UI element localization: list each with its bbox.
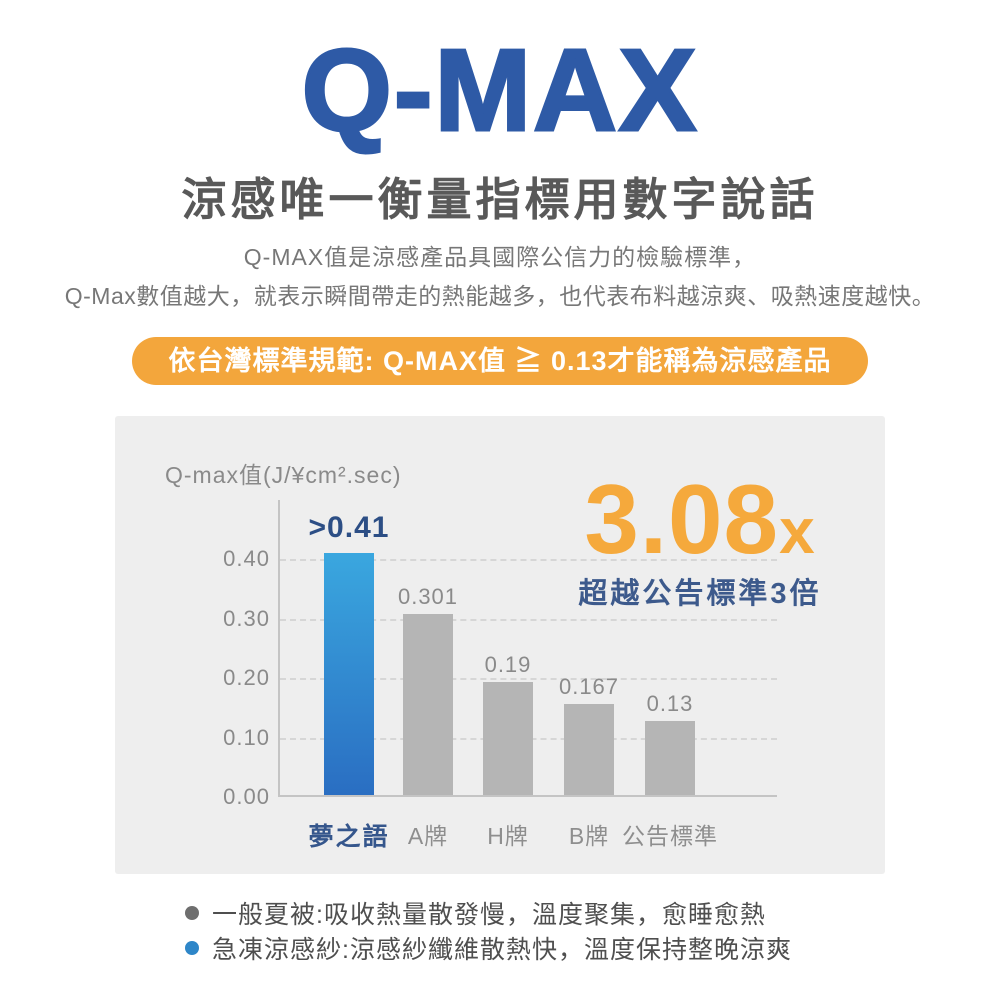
x-axis-label-夢之語: 夢之語 (308, 823, 390, 851)
x-axis-label-A牌: A牌 (407, 823, 449, 849)
x-axis-label-公告標準: 公告標準 (622, 823, 718, 849)
gridline-0.20 (280, 678, 777, 681)
x-axis-label-B牌: B牌 (568, 823, 610, 849)
legend-dot-icon (185, 906, 199, 920)
multiplier-caption: 超越公告標準3倍 (578, 578, 822, 611)
gridline-0.40 (280, 559, 777, 562)
x-axis-label-H牌: H牌 (487, 823, 529, 849)
page-title: 涼感唯一衡量指標用數字說話 (181, 174, 819, 225)
bar-夢之語 (324, 552, 374, 795)
gridline-0.30 (280, 618, 777, 621)
y-tick-label: 0.20 (223, 665, 270, 691)
bar-value-label: >0.41 (308, 510, 390, 544)
legend-item-text: 一般夏被:吸收熱量散發慢，溫度聚集，愈睡愈熱 (212, 901, 766, 929)
y-axis-unit-label: Q-max值(J/¥cm².sec) (165, 462, 402, 488)
multiplier-annotation: 3.08x 超越公告標準3倍 (545, 464, 855, 612)
y-tick-label: 0.00 (223, 784, 270, 809)
taiwan-standard-badge: 依台灣標準規範: Q-MAX值 ≧ 0.13才能稱為涼感產品 (132, 337, 868, 385)
legend-item-text: 急凍涼感紗:涼感紗纖維散熱快，溫度保持整晚涼爽 (212, 936, 792, 964)
y-tick-label: 0.10 (223, 724, 270, 750)
bar-H牌 (483, 682, 533, 795)
bar-value-label: 0.13 (646, 691, 694, 717)
bar-value-label: 0.301 (397, 584, 459, 610)
legend-item-0: 一般夏被:吸收熱量散發慢，溫度聚集，愈睡愈熱 (185, 896, 792, 930)
legend-dot-icon (185, 941, 199, 955)
standard-badge-wrap: 依台灣標準規範: Q-MAX值 ≧ 0.13才能稱為涼感產品 (0, 337, 1000, 385)
bar-A牌 (403, 614, 453, 795)
y-tick-label: 0.40 (223, 546, 270, 572)
bar-B牌 (564, 704, 614, 795)
bar-chart-plot-area: 0.00 0.10 0.20 0.30 0.40 >0.41 夢之語 0.301 A牌 0.19 H… (223, 500, 777, 851)
bar-公告標準 (645, 721, 695, 795)
legend-item-1: 急凍涼感紗:涼感紗纖維散熱快，溫度保持整晚涼爽 (185, 931, 792, 965)
qmax-bar-chart-panel: Q-max值(J/¥cm².sec) 0.00 0.10 0.20 0.30 0.40 >… (115, 416, 885, 874)
intro-text-line1: Q-MAX值是涼感產品具國際公信力的檢驗標準， (243, 244, 757, 270)
bar-value-label: 0.19 (484, 652, 532, 678)
bar-value-label: 0.167 (558, 674, 620, 700)
comparison-legend: 一般夏被:吸收熱量散發慢，溫度聚集，愈睡愈熱 急凍涼感紗:涼感紗纖維散熱快，溫度保… (185, 896, 792, 966)
qmax-logo-title: Q-MAX (300, 25, 699, 155)
multiplier-value: 3.08x (584, 464, 816, 574)
y-tick-label: 0.30 (223, 605, 270, 631)
intro-text-line2: Q-Max數值越大，就表示瞬間帶走的熱能越多，也代表布料越涼爽、吸熱速度越快。 (64, 283, 936, 309)
